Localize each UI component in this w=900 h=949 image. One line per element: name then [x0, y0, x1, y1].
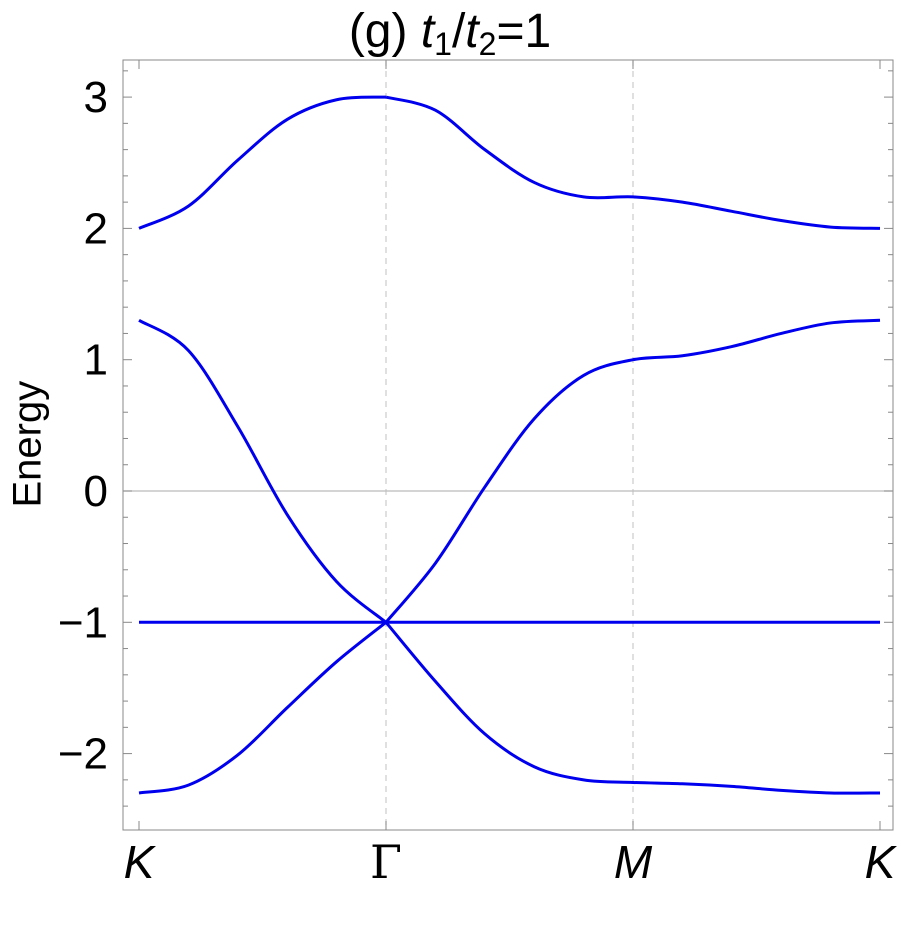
y-tick-label: 2 [84, 204, 108, 253]
title-suffix: =1 [496, 5, 552, 58]
title-t2: t [465, 5, 479, 58]
title-slash: / [451, 5, 466, 58]
x-tick-label: M [614, 836, 653, 888]
band-line-4 [138, 621, 387, 795]
x-tick-label: Γ [370, 835, 402, 889]
x-tick-label: K [124, 836, 157, 888]
band-line-2 [384, 318, 881, 624]
band-line-1 [138, 95, 387, 230]
title-sub1: 1 [434, 26, 452, 62]
title-t1: t [420, 5, 435, 58]
y-tick-label: 0 [84, 467, 108, 516]
y-tick-label: −1 [58, 598, 108, 647]
plot-frame [122, 59, 894, 831]
chart-title: (g) t1/t2=1 [0, 4, 900, 63]
x-tick-label: K [865, 836, 898, 888]
band-line-2 [138, 318, 387, 624]
band-line-1 [385, 95, 881, 230]
title-prefix: (g) [348, 5, 421, 58]
y-tick-label: 3 [84, 73, 108, 122]
y-tick-label: 1 [84, 336, 108, 385]
band-line-4 [384, 621, 881, 795]
title-sub2: 2 [478, 26, 497, 62]
y-tick-label: −2 [58, 730, 108, 779]
